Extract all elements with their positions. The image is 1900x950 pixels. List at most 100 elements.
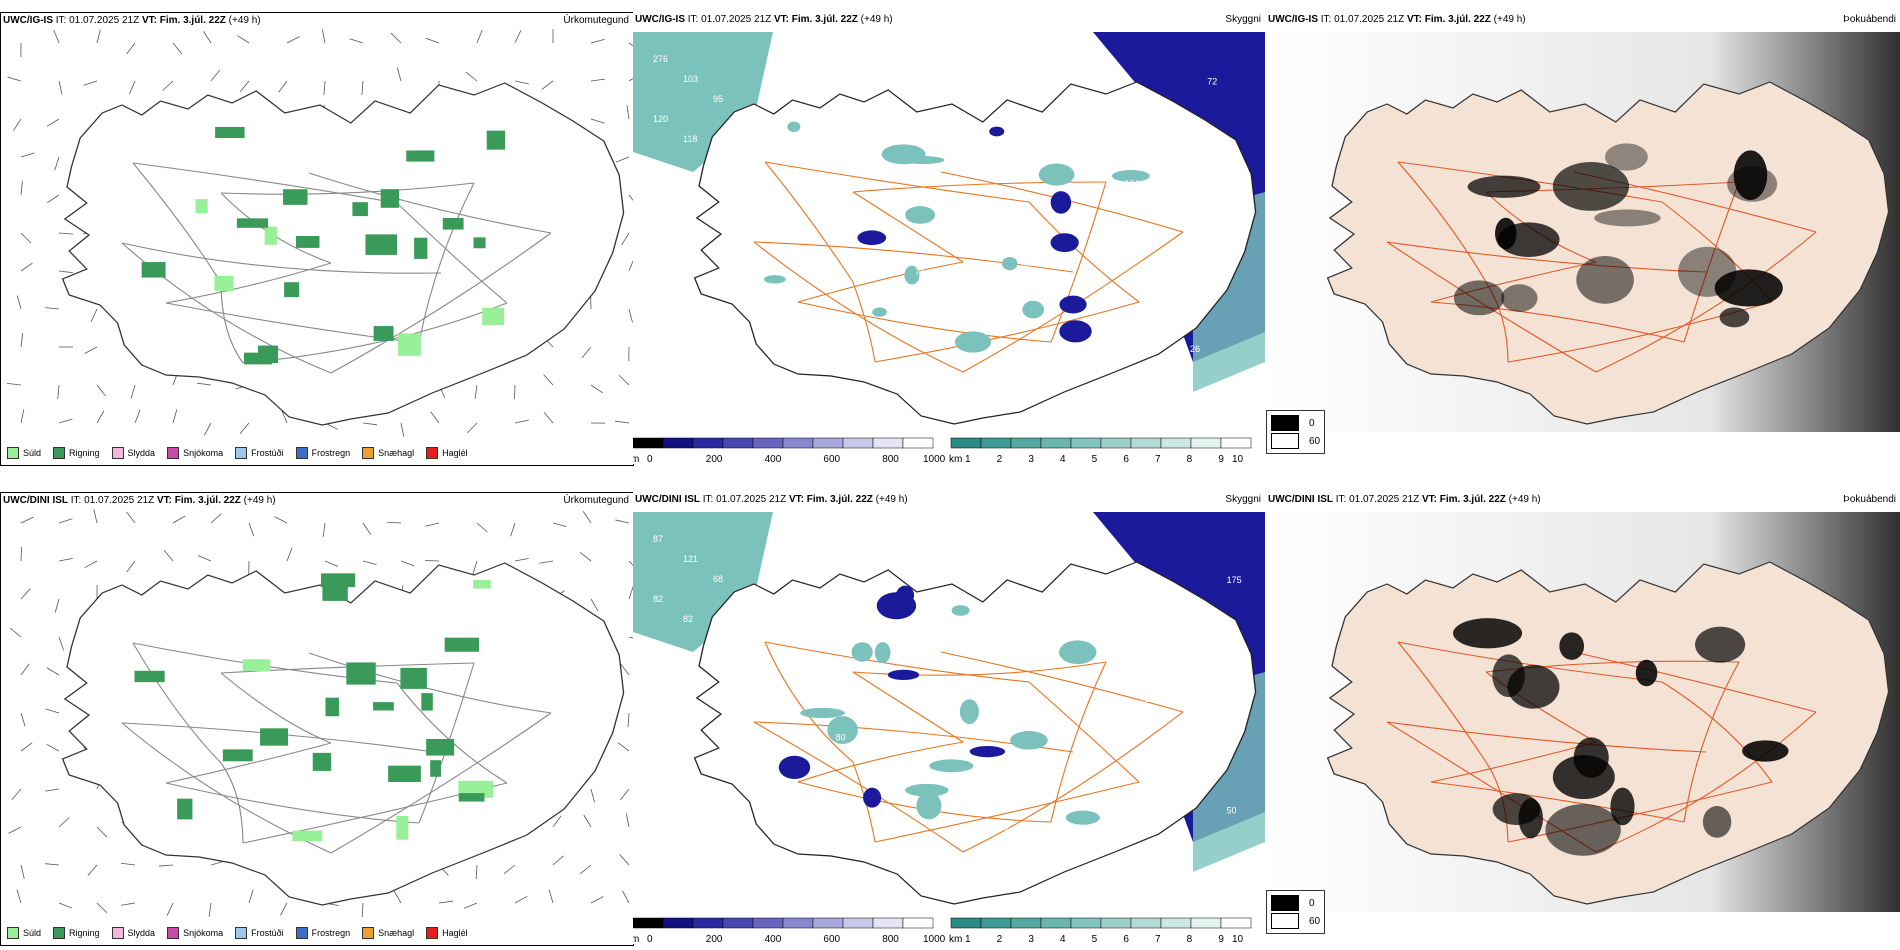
wind-barb [20, 409, 25, 424]
precip-cell [400, 667, 427, 689]
km-bar-cell [950, 917, 982, 929]
wind-barb [286, 36, 300, 44]
cloud-base-label: 35 [873, 537, 883, 547]
wind-barb [622, 890, 630, 904]
legend-swatch [111, 447, 124, 459]
wind-barb [581, 346, 592, 359]
precip-cell [473, 237, 486, 249]
cloud-base-label: 72 [1207, 77, 1217, 87]
fog-cell [1733, 150, 1768, 200]
km-bar-tick: 6 [1123, 454, 1129, 464]
wind-barb [475, 864, 478, 879]
cloud-base-label: 83 [961, 143, 971, 153]
cloud-base-label: 78 [653, 654, 663, 664]
cloud-base-label: 175 [1227, 575, 1242, 585]
wind-barb [57, 384, 60, 399]
legend-swatch [426, 447, 439, 459]
legend-item: Rigning [53, 927, 100, 939]
legend-item: Frostúði [235, 927, 284, 939]
wind-barb [84, 346, 98, 354]
wind-barb [126, 511, 136, 524]
legend-label: Slydda [127, 928, 156, 938]
km-bar-tick: 10 [1232, 454, 1244, 464]
wind-barb [324, 560, 339, 567]
km-bar-cell [950, 437, 982, 449]
panel-title: Skyggni [1225, 14, 1261, 25]
cloud-base-label: 276 [653, 54, 668, 64]
cloud-cell [905, 206, 936, 224]
cloud-cell [851, 642, 873, 662]
height-bar-tick: 800 [882, 454, 899, 464]
precip-cell [365, 234, 398, 255]
wind-barb [615, 156, 630, 163]
precip-cell [236, 218, 269, 228]
legend-label: Snæhagl [378, 928, 415, 938]
fog-value: 60 [1309, 435, 1321, 447]
wind-barb [472, 560, 478, 575]
wind-barb [628, 42, 633, 47]
cloud-cell [959, 699, 979, 725]
wind-barb [362, 422, 377, 426]
cloud-base-label: 66 [844, 663, 854, 673]
wind-barb [11, 788, 22, 800]
cloud-base-label: 52 [839, 156, 849, 166]
legend-swatch [167, 447, 180, 459]
wind-barb [400, 560, 415, 567]
height-bar-cell [842, 437, 874, 449]
cloud-cell [1022, 300, 1045, 319]
km-bar-tick: 3 [1028, 454, 1034, 464]
wind-barb [543, 412, 554, 424]
cloud-panel-top: UWC/IG-IS IT: 01.07.2025 21Z VT: Fim. 3.… [633, 12, 1265, 464]
km-bar-tick: 1 [965, 934, 971, 944]
wind-barb [159, 864, 174, 867]
wind-barb [16, 889, 22, 904]
fog-cell [1727, 166, 1778, 202]
legend-item: Frostregn [295, 447, 350, 459]
cloud-base-label: 120 [653, 114, 668, 124]
wind-barb [58, 418, 73, 424]
legend-item: Súld [7, 447, 41, 459]
wind-barb [20, 262, 33, 272]
cloud-base-label: 74 [999, 823, 1009, 833]
legend-swatch [426, 927, 439, 939]
wind-barb [197, 382, 212, 386]
panel-header: UWC/DINI ISL IT: 01.07.2025 21Z VT: Fim.… [1268, 494, 1541, 505]
cloud-cell [1059, 320, 1092, 343]
legend-label: Frostúði [251, 448, 284, 458]
km-bar-cell [1040, 437, 1072, 449]
cloud-base-label: 30 [1040, 85, 1050, 95]
cloud-cell [1050, 191, 1072, 214]
fog-legend: 0 60 [1266, 410, 1326, 454]
precip-cell [264, 226, 277, 245]
precip-cell [346, 662, 376, 685]
precip-panel-top: UWC/IG-IS IT: 01.07.2025 21Z VT: Fim. 3.… [0, 12, 634, 466]
wind-barb [476, 29, 483, 44]
legend-item: Rigning [53, 447, 100, 459]
wind-barb [96, 410, 105, 424]
wind-barb [514, 384, 516, 400]
km-bar-cell [1070, 437, 1102, 449]
km-bar-cell [1190, 917, 1222, 929]
legend-swatch [235, 447, 248, 459]
km-bar-tick: 8 [1187, 934, 1193, 944]
cloud-base-label: 66 [987, 158, 997, 168]
wind-barb [514, 419, 529, 424]
wind-barb [280, 902, 288, 916]
panel-header: UWC/DINI ISL IT: 01.07.2025 21Z VT: Fim.… [3, 495, 276, 506]
fog-legend-row: 0 [1271, 894, 1320, 912]
wind-barb [590, 39, 605, 44]
wind-barb [130, 384, 136, 399]
wind-barb [96, 384, 106, 397]
km-bar-tick: 3 [1028, 934, 1034, 944]
height-bar-tick: 400 [765, 454, 782, 464]
panel-header: UWC/IG-IS IT: 01.07.2025 21Z VT: Fim. 3.… [1268, 14, 1526, 25]
fog-cell [1576, 255, 1634, 304]
cloud-cell [1038, 163, 1075, 186]
wind-barb [20, 712, 26, 727]
cloud-base-label: 172 [1207, 150, 1222, 160]
wind-barb [210, 69, 221, 82]
cloud-base-label: 72 [966, 547, 976, 557]
cloud-panel-bottom: UWC/DINI ISL IT: 01.07.2025 21Z VT: Fim.… [633, 492, 1265, 944]
wind-barb [617, 742, 630, 752]
cloud-base-label: 82 [683, 614, 693, 624]
